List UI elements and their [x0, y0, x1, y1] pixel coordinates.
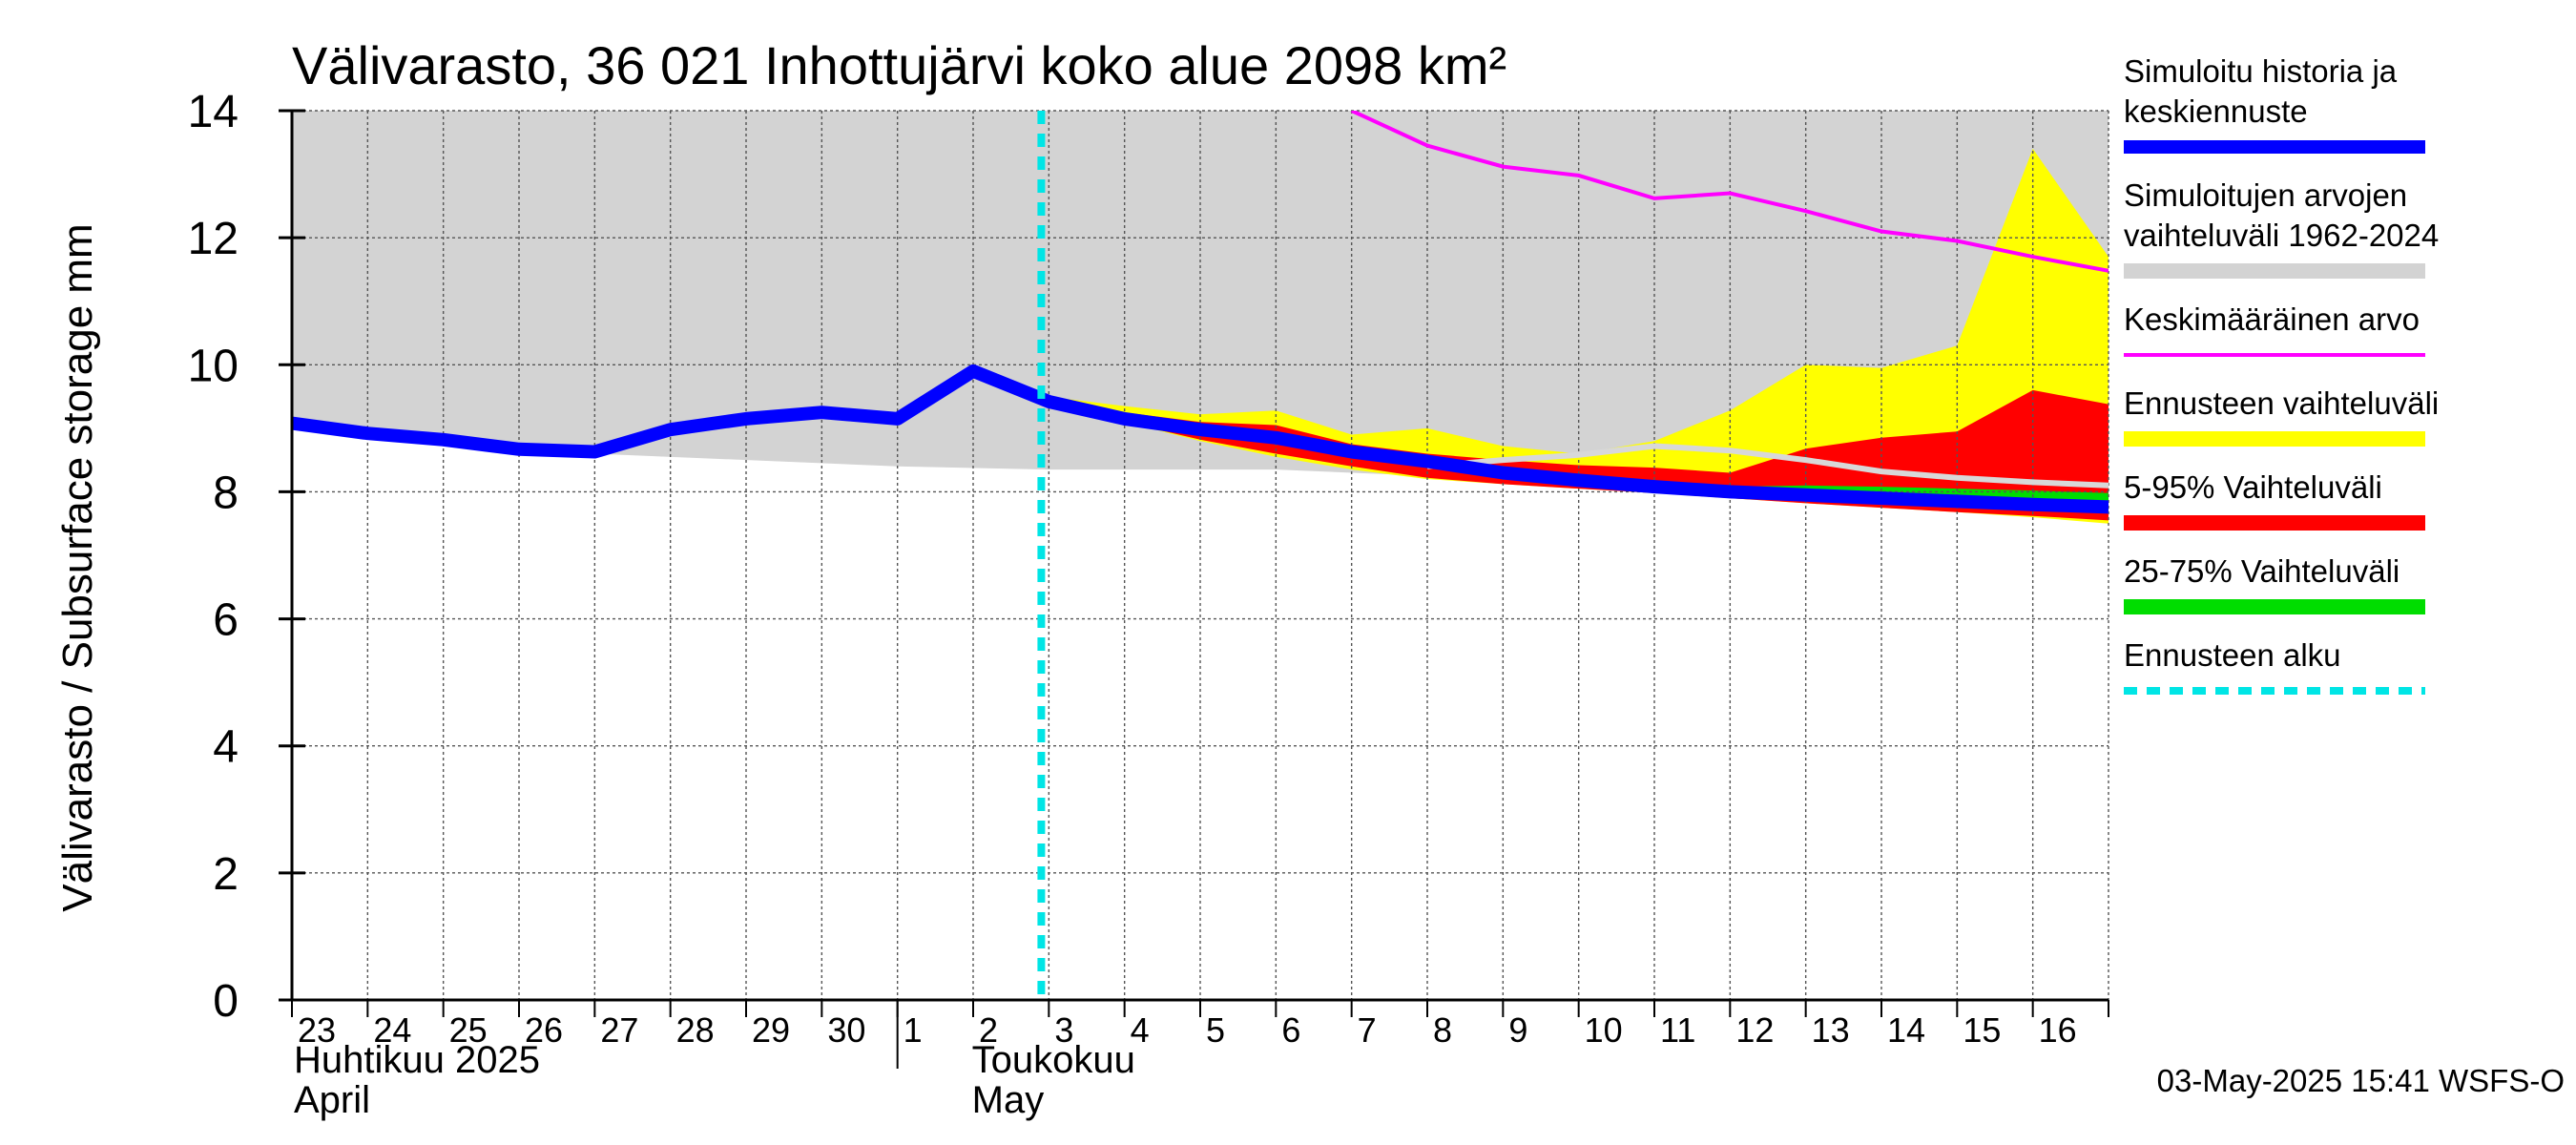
x-tick-label: 24 — [373, 1010, 411, 1050]
grid — [291, 110, 2109, 1001]
legend-item: Simuloitujen arvojen vaihteluväli 1962-20… — [2124, 177, 2439, 279]
legend-item: 25-75% Vaihteluväli — [2124, 553, 2425, 614]
legend-item: Ennusteen alku — [2124, 637, 2425, 695]
x-tick-label: 2 — [979, 1010, 998, 1050]
legend-swatch — [2124, 431, 2425, 447]
legend-item: 5-95% Vaihteluväli — [2124, 469, 2425, 531]
x-tick-label: 8 — [1433, 1010, 1452, 1050]
x-tick-label: 3 — [1054, 1010, 1073, 1050]
legend-label: keskiennuste — [2124, 94, 2308, 129]
x-tick-label: 9 — [1508, 1010, 1527, 1050]
legend-label: Ennusteen vaihteluväli — [2124, 385, 2439, 421]
legend-label: 5-95% Vaihteluväli — [2124, 469, 2382, 505]
chart-title: Välivarasto, 36 021 Inhottujärvi koko al… — [292, 35, 1506, 95]
legend-item: Simuloitu historia ja keskiennuste — [2124, 53, 2425, 154]
forecast-range-band — [1049, 148, 2109, 524]
y-tick-label: 2 — [213, 849, 239, 900]
legend-label: Keskimääräinen arvo — [2124, 302, 2420, 337]
y-tick-label: 4 — [213, 722, 239, 773]
x-tick-label: 5 — [1206, 1010, 1225, 1050]
x-tick-label: 14 — [1887, 1010, 1925, 1050]
plot-area — [291, 110, 2109, 1001]
x-tick-label: 25 — [449, 1010, 488, 1050]
x-tick-label: 30 — [827, 1010, 865, 1050]
x-tick-label: 6 — [1281, 1010, 1300, 1050]
x-tick-label: 26 — [525, 1010, 563, 1050]
x-tick-label: 15 — [1963, 1010, 2001, 1050]
y-tick-label: 6 — [213, 595, 239, 646]
x-tick-label: 28 — [676, 1010, 715, 1050]
mean-line — [1350, 111, 2109, 273]
legend-label: 25-75% Vaihteluväli — [2124, 553, 2399, 589]
x-tick-label: 29 — [752, 1010, 790, 1050]
month-label-en: May — [972, 1079, 1045, 1121]
x-tick-label: 13 — [1812, 1010, 1850, 1050]
timestamp: 03-May-2025 15:41 WSFS-O — [2157, 1063, 2565, 1098]
month-label-en: April — [294, 1079, 370, 1121]
legend-swatch — [2124, 515, 2425, 531]
x-tick-label: 4 — [1131, 1010, 1150, 1050]
y-tick-label: 12 — [188, 214, 239, 264]
y-tick-label: 0 — [213, 976, 239, 1027]
legend-label: vaihteluväli 1962-2024 — [2124, 218, 2439, 253]
x-tick-label: 1 — [904, 1010, 923, 1050]
legend-item: Ennusteen vaihteluväli — [2124, 385, 2439, 447]
history-median-line — [292, 364, 2109, 514]
y-axis-label: Välivarasto / Subsurface storage mm — [54, 223, 101, 911]
x-tick-label: 10 — [1585, 1010, 1623, 1050]
legend-swatch — [2124, 599, 2425, 614]
x-tick-label: 12 — [1735, 1010, 1774, 1050]
month-label-fi: Toukokuu — [972, 1039, 1135, 1081]
x-tick-label: 11 — [1660, 1010, 1695, 1050]
month-label-fi: Huhtikuu 2025 — [294, 1039, 540, 1081]
legend-label: Simuloitu historia ja — [2124, 53, 2398, 89]
x-tick-label: 7 — [1358, 1010, 1377, 1050]
legend-label: Simuloitujen arvojen — [2124, 177, 2407, 213]
x-tick-label: 27 — [600, 1010, 638, 1050]
x-tick-label: 16 — [2039, 1010, 2077, 1050]
legend: Simuloitu historia jakeskiennusteSimuloi… — [2124, 53, 2439, 695]
legend-label: Ennusteen alku — [2124, 637, 2341, 673]
legend-swatch — [2124, 263, 2425, 279]
x-tick-label: 23 — [298, 1010, 336, 1050]
y-tick-label: 10 — [188, 341, 239, 391]
y-tick-label: 8 — [213, 468, 239, 518]
legend-item: Keskimääräinen arvo — [2124, 302, 2425, 357]
y-tick-label: 14 — [188, 87, 239, 137]
light-series-line — [1426, 443, 2109, 489]
